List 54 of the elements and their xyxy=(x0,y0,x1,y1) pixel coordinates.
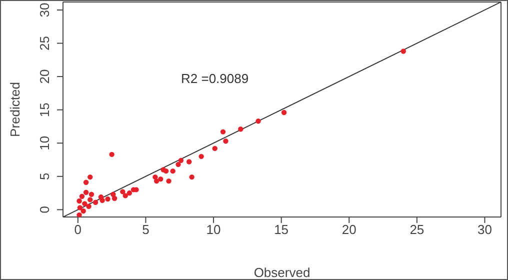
y-tick-label: 10 xyxy=(37,136,52,150)
point xyxy=(238,126,244,132)
x-axis-title: Observed xyxy=(254,265,310,280)
annotation: R2 =0.9089 xyxy=(181,71,249,86)
x-tick-label: 10 xyxy=(206,222,221,238)
point xyxy=(154,178,160,184)
point xyxy=(178,158,184,164)
point xyxy=(198,154,204,160)
y-tick-label: 5 xyxy=(37,172,52,180)
point xyxy=(82,201,88,206)
point xyxy=(88,192,94,197)
point xyxy=(223,138,228,144)
y-tick-label: 15 xyxy=(37,102,52,118)
point xyxy=(212,146,218,152)
point xyxy=(176,162,181,168)
point xyxy=(256,118,261,124)
point xyxy=(220,129,226,134)
point xyxy=(105,196,110,202)
x-tick-label: 15 xyxy=(274,222,289,238)
x-tick-label: 0 xyxy=(74,222,82,238)
point xyxy=(100,198,105,203)
point xyxy=(158,176,164,182)
point xyxy=(400,48,406,54)
point xyxy=(189,174,194,180)
point xyxy=(76,198,82,204)
y-tick-label: 30 xyxy=(37,2,52,18)
point xyxy=(88,197,93,202)
point xyxy=(170,168,176,174)
point xyxy=(80,208,86,214)
point xyxy=(126,190,132,196)
point xyxy=(109,152,114,158)
point xyxy=(281,110,287,116)
point xyxy=(92,200,98,205)
point xyxy=(83,180,89,185)
y-tick-label: 25 xyxy=(37,36,52,51)
x-tick-label: 30 xyxy=(477,222,492,238)
point xyxy=(83,190,89,195)
y-axis-title: Predicted xyxy=(8,82,23,137)
point xyxy=(163,168,169,174)
point xyxy=(166,178,172,184)
point xyxy=(186,159,192,164)
x-tick-label: 5 xyxy=(142,222,150,238)
y-tick-label: 20 xyxy=(37,69,52,84)
point xyxy=(88,174,93,180)
x-tick-label: 20 xyxy=(342,222,356,238)
point xyxy=(79,194,85,199)
point xyxy=(112,196,118,201)
x-tick-label: 25 xyxy=(410,222,424,238)
point xyxy=(120,189,126,194)
point xyxy=(122,193,128,198)
y-tick-label: 0 xyxy=(37,206,52,214)
point xyxy=(86,204,92,209)
point xyxy=(76,212,82,217)
point xyxy=(77,205,83,210)
